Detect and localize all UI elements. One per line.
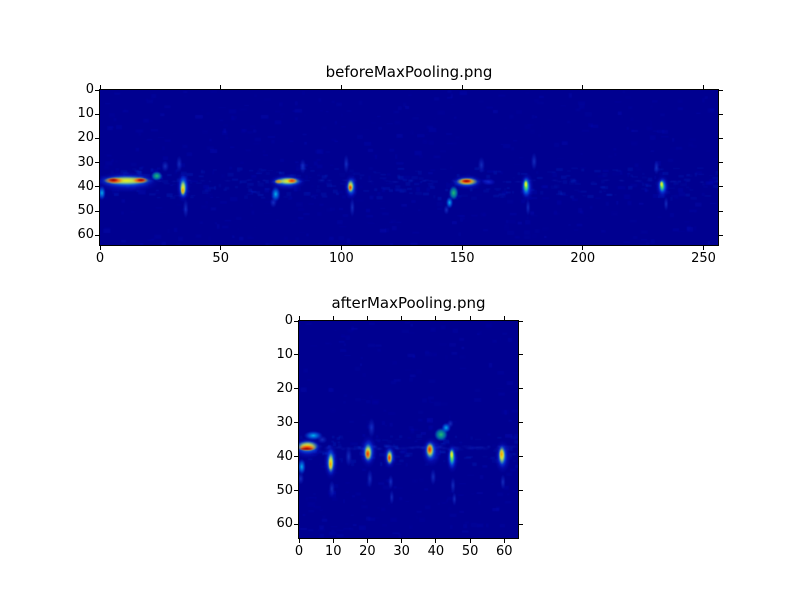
x-tick-label: 40 <box>427 544 445 559</box>
tick-mark <box>294 388 298 390</box>
tick-mark <box>99 246 101 250</box>
tick-mark <box>95 210 99 212</box>
tick-mark <box>519 523 523 525</box>
y-tick-label: 40 <box>77 178 94 194</box>
x-tick-label: 200 <box>570 251 596 266</box>
x-tick-label: 10 <box>324 544 342 559</box>
y-tick-label: 20 <box>276 380 293 396</box>
tick-mark <box>340 85 342 89</box>
y-tick-label: 0 <box>284 313 293 328</box>
tick-mark <box>220 85 222 89</box>
y-tick-label: 20 <box>77 130 94 146</box>
tick-mark <box>95 234 99 236</box>
y-tick-label: 10 <box>77 106 94 122</box>
y-tick-label: 30 <box>77 154 94 170</box>
tick-mark <box>719 89 723 91</box>
tick-mark <box>469 316 471 320</box>
y-tick-label: 30 <box>276 414 293 430</box>
after-maxpooling-spectrogram-image <box>299 321 518 538</box>
before-maxpooling-spectrogram-image <box>100 90 718 245</box>
x-tick-label: 50 <box>212 251 229 266</box>
tick-mark <box>519 422 523 424</box>
tick-mark <box>519 456 523 458</box>
tick-mark <box>95 89 99 91</box>
y-tick-label: 0 <box>85 82 94 97</box>
tick-mark <box>220 246 222 250</box>
tick-mark <box>435 539 437 543</box>
tick-mark <box>298 539 300 543</box>
tick-mark <box>401 539 403 543</box>
y-tick-label: 40 <box>276 448 293 464</box>
y-tick-label: 10 <box>276 346 293 362</box>
tick-mark <box>340 246 342 250</box>
tick-mark <box>95 162 99 164</box>
x-tick-label: 30 <box>393 544 410 559</box>
x-tick-label: 20 <box>359 544 376 559</box>
tick-mark <box>519 354 523 356</box>
y-tick-label: 60 <box>276 516 293 532</box>
tick-mark <box>503 539 505 543</box>
tick-mark <box>95 186 99 188</box>
tick-mark <box>435 316 437 320</box>
tick-mark <box>461 85 463 89</box>
tick-mark <box>582 85 584 89</box>
tick-mark <box>366 316 368 320</box>
tick-mark <box>95 113 99 115</box>
tick-mark <box>519 388 523 390</box>
y-tick-label: 50 <box>276 482 293 498</box>
tick-mark <box>503 316 505 320</box>
tick-mark <box>294 523 298 525</box>
chart-title-before: beforeMaxPooling.png <box>325 63 493 81</box>
tick-mark <box>582 246 584 250</box>
tick-mark <box>719 186 723 188</box>
x-tick-label: 0 <box>95 251 105 266</box>
tick-mark <box>703 85 705 89</box>
x-tick-label: 60 <box>496 544 513 559</box>
tick-mark <box>719 162 723 164</box>
after-maxpooling-plot: afterMaxPooling.png 0 10 20 30 40 50 60 0 10 20 30… <box>276 294 523 559</box>
y-tick-label: 60 <box>77 227 94 243</box>
tick-mark <box>298 316 300 320</box>
tick-mark <box>719 113 723 115</box>
tick-mark <box>332 316 334 320</box>
tick-mark <box>519 490 523 492</box>
tick-mark <box>332 539 334 543</box>
tick-mark <box>294 320 298 322</box>
tick-mark <box>99 85 101 89</box>
tick-mark <box>294 354 298 356</box>
tick-mark <box>469 539 471 543</box>
tick-mark <box>719 210 723 212</box>
tick-mark <box>703 246 705 250</box>
x-tick-label: 250 <box>691 251 716 266</box>
x-tick-label: 0 <box>294 544 304 559</box>
x-tick-label: 100 <box>328 251 354 266</box>
x-tick-label: 150 <box>449 251 475 266</box>
tick-mark <box>719 137 723 139</box>
y-tick-label: 50 <box>77 203 94 219</box>
tick-mark <box>294 490 298 492</box>
tick-mark <box>461 246 463 250</box>
tick-mark <box>294 422 298 424</box>
tick-mark <box>366 539 368 543</box>
chart-title-after: afterMaxPooling.png <box>331 294 486 312</box>
tick-mark <box>519 320 523 322</box>
tick-mark <box>401 316 403 320</box>
tick-mark <box>95 137 99 139</box>
tick-mark <box>294 456 298 458</box>
before-maxpooling-plot: beforeMaxPooling.png 0 50 100 150 200 250 0 10 2… <box>77 63 723 266</box>
x-tick-label: 50 <box>461 544 479 559</box>
tick-mark <box>719 234 723 236</box>
